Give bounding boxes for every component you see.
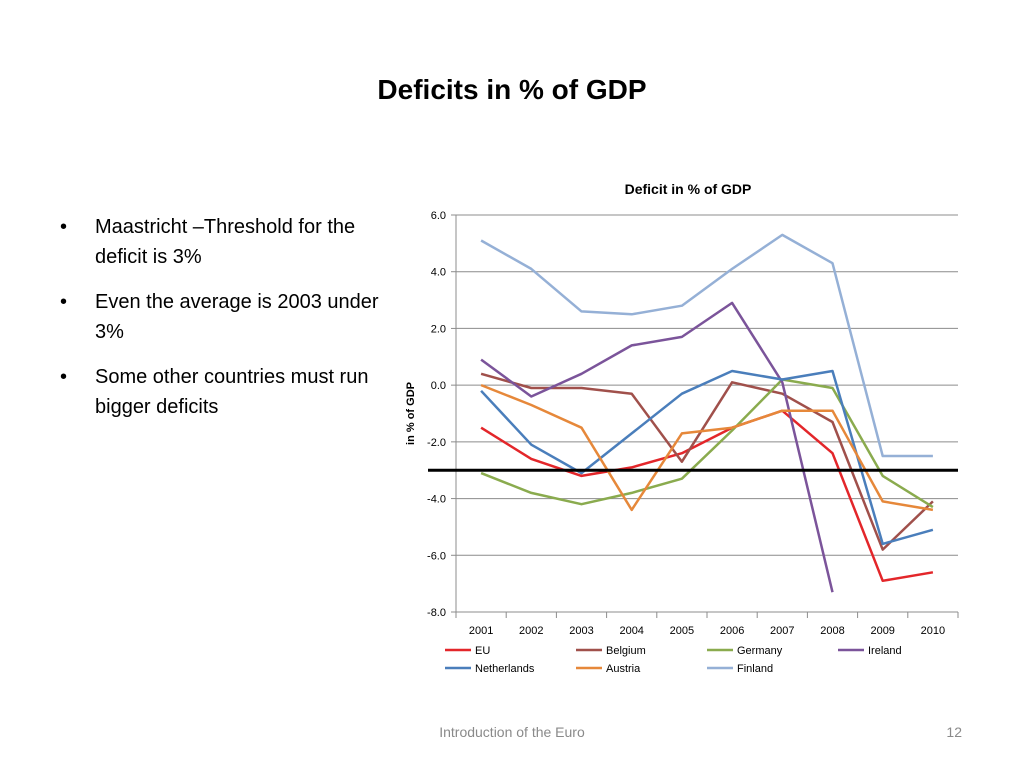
y-tick-label: -6.0 — [427, 550, 446, 562]
bullet-text: Maastricht –Threshold for the deficit is… — [95, 216, 356, 268]
series-line-eu — [480, 409, 934, 583]
x-tick-label: 2004 — [619, 625, 643, 637]
legend-label: Germany — [737, 645, 783, 657]
bullet-item: • Some other countries must run bigger de… — [60, 362, 390, 422]
series-line-netherlands — [480, 369, 934, 546]
y-tick-label: 6.0 — [431, 210, 446, 222]
y-tick-label: 2.0 — [431, 323, 446, 335]
bullet-icon: • — [60, 216, 68, 238]
series-line-austria — [480, 383, 934, 512]
y-axis-label: in % of GDP — [405, 382, 417, 445]
x-tick-label: 2003 — [569, 625, 593, 637]
legend-label: Austria — [606, 663, 641, 675]
chart-title: Deficit in % of GDP — [625, 181, 752, 197]
legend-label: EU — [475, 645, 490, 657]
x-tick-label: 2006 — [720, 625, 744, 637]
bullet-icon: • — [60, 366, 68, 388]
x-tick-label: 2009 — [870, 625, 894, 637]
x-tick-label: 2010 — [921, 625, 945, 637]
bullet-list: • Maastricht –Threshold for the deficit i… — [60, 212, 390, 437]
bullet-icon: • — [60, 291, 68, 313]
y-tick-label: -8.0 — [427, 607, 446, 619]
series-line-ireland — [480, 301, 834, 593]
series-line-germany — [480, 378, 934, 509]
bullet-item: • Even the average is 2003 under 3% — [60, 287, 390, 347]
x-tick-label: 2002 — [519, 625, 543, 637]
x-tick-label: 2001 — [469, 625, 493, 637]
footer-text: Introduction of the Euro — [439, 724, 585, 740]
y-tick-label: -2.0 — [427, 437, 446, 449]
x-tick-label: 2007 — [770, 625, 794, 637]
bullet-text: Even the average is 2003 under 3% — [95, 291, 379, 343]
legend-label: Belgium — [606, 645, 646, 657]
page-number: 12 — [946, 724, 962, 740]
slide-title: Deficits in % of GDP — [377, 74, 647, 105]
legend-label: Netherlands — [475, 663, 535, 675]
legend-label: Finland — [737, 663, 773, 675]
series-line-finland — [480, 233, 933, 458]
x-tick-label: 2008 — [820, 625, 844, 637]
bullet-item: • Maastricht –Threshold for the deficit i… — [60, 212, 390, 272]
x-tick-label: 2005 — [670, 625, 694, 637]
y-tick-label: 4.0 — [431, 267, 446, 279]
deficit-line-chart: Deficit in % of GDP 6.0 4.0 2.0 0.0 -2.0 -4.0 -… — [405, 181, 959, 675]
legend-label: Ireland — [868, 645, 902, 657]
y-tick-label: -4.0 — [427, 494, 446, 506]
bullet-text: Some other countries must run bigger def… — [95, 366, 369, 418]
series-line-belgium — [480, 372, 934, 551]
y-tick-label: 0.0 — [431, 380, 446, 392]
